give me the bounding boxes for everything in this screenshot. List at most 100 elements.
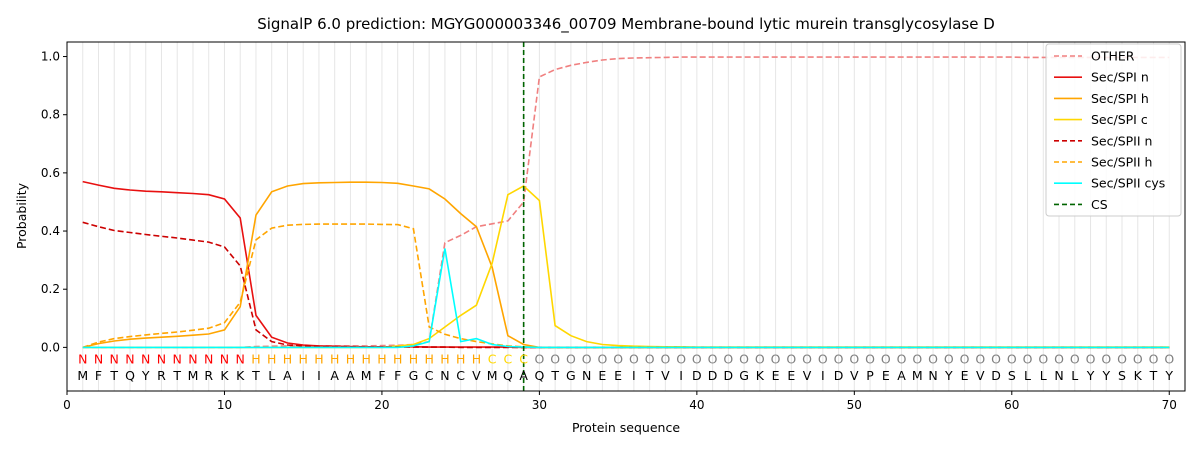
region-label: H: [393, 352, 402, 367]
residue-label: G: [566, 368, 576, 383]
series-line-sec-spi-n: [82, 180, 1170, 349]
y-tick-label: 0.2: [41, 282, 60, 296]
region-label: O: [550, 352, 560, 367]
region-label: O: [928, 352, 938, 367]
residue-label: Y: [1164, 368, 1173, 383]
region-label: H: [424, 352, 433, 367]
residue-label: D: [708, 368, 718, 383]
residue-label: C: [456, 368, 465, 383]
residue-label: L: [1040, 368, 1047, 383]
region-label: O: [1149, 352, 1159, 367]
region-label: N: [220, 352, 229, 367]
residue-label: M: [188, 368, 199, 383]
residue-label: E: [772, 368, 780, 383]
region-label: N: [188, 352, 197, 367]
region-label: N: [125, 352, 134, 367]
region-label: N: [141, 352, 150, 367]
region-label: O: [975, 352, 985, 367]
residue-label: E: [961, 368, 969, 383]
region-label: H: [377, 352, 386, 367]
residue-label: Q: [534, 368, 544, 383]
region-label: O: [597, 352, 607, 367]
residue-label: M: [487, 368, 498, 383]
y-tick-label: 0.4: [41, 224, 60, 238]
region-label: H: [456, 352, 465, 367]
residue-label: A: [519, 368, 528, 383]
region-label: N: [173, 352, 182, 367]
residue-label: L: [1024, 368, 1031, 383]
residue-label: G: [739, 368, 749, 383]
region-label: H: [251, 352, 260, 367]
region-label: O: [771, 352, 781, 367]
residue-label: T: [109, 368, 118, 383]
residue-label: K: [236, 368, 245, 383]
residue-label: A: [283, 368, 292, 383]
residue-label: T: [550, 368, 559, 383]
region-label: O: [944, 352, 954, 367]
residue-label: L: [1071, 368, 1078, 383]
axes-frame: [66, 41, 1186, 392]
region-label: N: [110, 352, 119, 367]
residue-label: A: [330, 368, 339, 383]
x-axis-title: Protein sequence: [572, 420, 680, 435]
residue-label: L: [268, 368, 275, 383]
region-label: C: [504, 352, 513, 367]
region-label: O: [818, 352, 828, 367]
region-label: O: [1117, 352, 1127, 367]
legend-label: Sec/SPI h: [1091, 91, 1149, 106]
region-label: O: [676, 352, 686, 367]
residue-label: G: [409, 368, 419, 383]
residue-label: T: [645, 368, 654, 383]
legend-label: OTHER: [1091, 49, 1135, 64]
residue-label: E: [614, 368, 622, 383]
legend-label: Sec/SPI c: [1091, 112, 1148, 127]
region-label: O: [723, 352, 733, 367]
y-tick-label: 0.0: [41, 340, 60, 354]
residue-label: D: [724, 368, 734, 383]
region-label: O: [660, 352, 670, 367]
region-label: N: [157, 352, 166, 367]
y-tick-label: 1.0: [41, 50, 60, 64]
region-label: O: [834, 352, 844, 367]
legend-label: Sec/SPI n: [1091, 70, 1149, 85]
y-tick-label: 0.8: [41, 108, 60, 122]
residue-label: K: [756, 368, 765, 383]
residue-label: A: [346, 368, 355, 383]
residue-label: A: [897, 368, 906, 383]
residue-label: T: [1149, 368, 1158, 383]
region-label: O: [991, 352, 1001, 367]
residue-label: Q: [503, 368, 513, 383]
x-tick-label: 30: [532, 398, 547, 412]
series-line-sec-spi-c: [82, 185, 1170, 349]
region-label: N: [236, 352, 245, 367]
y-tick-label: 0.6: [41, 166, 60, 180]
region-label: O: [1133, 352, 1143, 367]
residue-label: I: [632, 368, 636, 383]
x-tick-label: 70: [1162, 398, 1177, 412]
residue-label: Y: [141, 368, 150, 383]
region-label: O: [1007, 352, 1017, 367]
region-label: H: [283, 352, 292, 367]
grid: [82, 42, 1170, 391]
residue-label: Y: [944, 368, 953, 383]
legend-label: Sec/SPII h: [1091, 155, 1152, 170]
residue-label: Y: [1086, 368, 1095, 383]
residue-label: I: [679, 368, 683, 383]
residue-label: E: [598, 368, 606, 383]
residue-label: V: [850, 368, 859, 383]
residue-label: M: [912, 368, 923, 383]
legend: OTHER Sec/SPI n Sec/SPI h Sec/SPI c Sec/SPII…: [1045, 43, 1182, 217]
region-label: O: [692, 352, 702, 367]
residue-label: P: [866, 368, 874, 383]
residue-label: N: [928, 368, 937, 383]
y-axis-title: Probability: [14, 182, 29, 249]
y-axis: 0.0 0.2 0.4 0.6 0.8 1.0: [41, 50, 67, 354]
legend-label: CS: [1091, 197, 1108, 212]
x-axis: 0 10 20 30 40 50 60 70: [63, 391, 1177, 412]
residue-label: V: [472, 368, 481, 383]
residue-label: N: [440, 368, 449, 383]
legend-box: [1045, 43, 1182, 217]
region-label: O: [613, 352, 623, 367]
residue-label: C: [425, 368, 434, 383]
x-tick-label: 0: [63, 398, 71, 412]
